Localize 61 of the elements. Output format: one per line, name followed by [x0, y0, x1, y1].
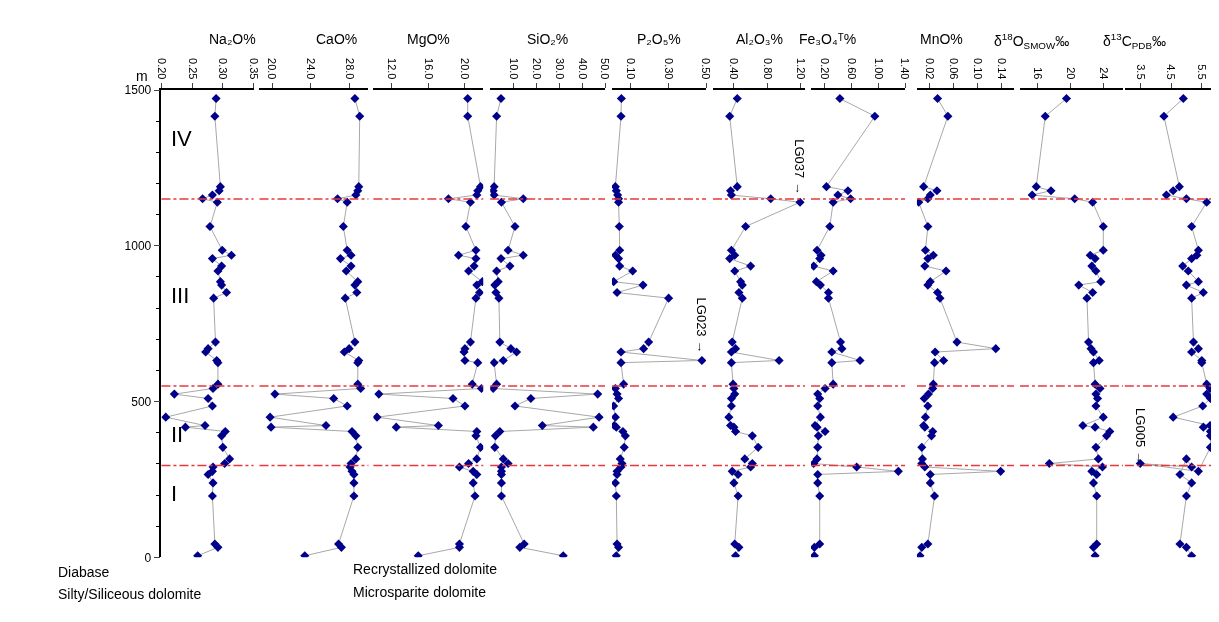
chart-title: CaO% — [316, 31, 358, 47]
chart-title: Al₂O₃% — [736, 31, 783, 47]
x-tick-label: 24.0 — [304, 58, 317, 80]
chart-title: MgO% — [407, 31, 450, 47]
y-tick-label: 0 — [144, 550, 152, 565]
x-tick-label: 16.0 — [422, 58, 435, 80]
x-tick-label: 0.10 — [972, 58, 985, 80]
chart-title: δ$^{18}$O$_{SMOW}$‰ — [994, 31, 1070, 51]
chart-title: SiO₂% — [527, 31, 569, 47]
x-tick-label: 30.0 — [553, 58, 566, 80]
chart-title: Fe₃O₄ᵀ% — [799, 31, 857, 47]
x-tick-label: 1.00 — [872, 58, 885, 80]
x-tick-label: 0.30 — [217, 58, 230, 80]
x-tick-label: 20.0 — [530, 58, 543, 80]
x-tick-label: 0.14 — [996, 58, 1009, 80]
x-tick-label: 12.0 — [386, 58, 399, 80]
x-tick-label: 0.60 — [845, 58, 858, 80]
x-tick-label: 40.0 — [576, 58, 589, 80]
annotation: I — [171, 481, 178, 506]
chart-title: δ$^{13}$C$_{PDB}$‰ — [1103, 31, 1166, 51]
x-tick-label: 0.25 — [186, 58, 199, 80]
y-tick-label: 1000 — [124, 239, 152, 254]
x-tick-label: 0.10 — [625, 58, 638, 80]
x-tick-label: 1.40 — [899, 58, 912, 80]
annotation: III — [171, 283, 190, 308]
chart-title: Na₂O% — [209, 31, 256, 47]
annotation: LG037 → — [792, 139, 808, 195]
x-tick-label: 0.06 — [947, 58, 960, 80]
text: Recrystallized dolomite — [353, 561, 498, 577]
y-tick-label: 500 — [131, 394, 152, 409]
x-tick-label: 0.20 — [155, 58, 168, 80]
x-tick-label: 3.5 — [1134, 64, 1147, 80]
y-tick-label: 1500 — [124, 83, 152, 98]
x-tick-label: 0.80 — [761, 58, 774, 80]
x-tick-label: 20.0 — [459, 58, 472, 80]
x-tick-label: 10.0 — [507, 58, 520, 80]
x-tick-label: 0.35 — [247, 58, 260, 80]
text: Microsparite dolomite — [353, 584, 487, 600]
annotation: LG023 → — [694, 297, 710, 354]
y-axis-title: m — [136, 68, 148, 84]
x-tick-label: 0.20 — [818, 58, 831, 80]
chart-title: MnO% — [920, 31, 963, 47]
chart-title: P₂O₅% — [637, 31, 681, 47]
x-tick-label: 28.0 — [343, 58, 356, 80]
x-tick-label: 5.5 — [1196, 64, 1209, 80]
annotation: II — [171, 422, 184, 447]
x-tick-label: 0.40 — [728, 58, 741, 80]
x-tick-label: 0.50 — [700, 58, 713, 80]
x-tick-label: 16 — [1032, 67, 1045, 80]
annotation: IV — [171, 126, 193, 151]
x-tick-label: 0.02 — [923, 58, 936, 80]
annotation: LG005 → — [1132, 408, 1148, 464]
x-tick-label: 50.0 — [599, 58, 612, 80]
text: Diabase — [58, 564, 110, 580]
x-tick-label: 24 — [1097, 67, 1110, 80]
x-tick-label: 20 — [1065, 67, 1078, 80]
text: Silty/Siliceous dolomite — [58, 586, 202, 602]
x-tick-label: 4.5 — [1165, 64, 1178, 80]
x-tick-label: 0.30 — [662, 58, 675, 80]
x-tick-label: 1.20 — [795, 58, 808, 80]
x-tick-label: 20.0 — [266, 58, 279, 80]
